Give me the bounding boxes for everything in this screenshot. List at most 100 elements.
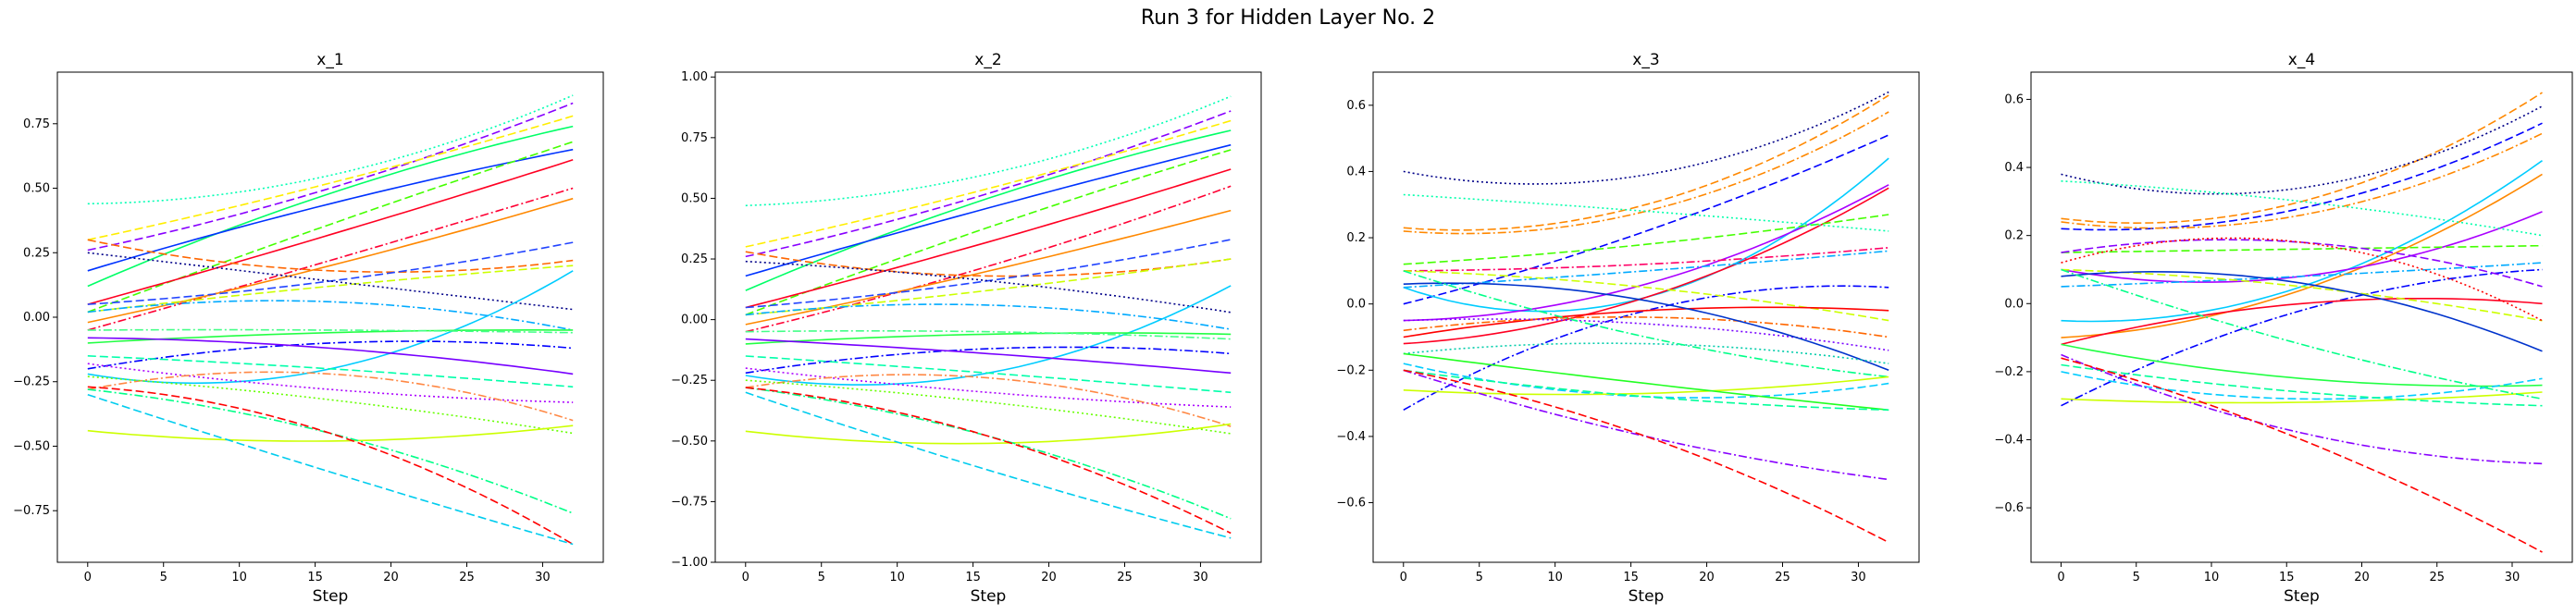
series-line [745, 149, 1232, 316]
series-line [87, 386, 574, 546]
y-tick-label: −0.6 [1336, 497, 1366, 510]
series-group [745, 95, 1232, 539]
subplot-3: x_3 0 5 10 15 20 25 30 −0.6 −0.4 −0.2 0.0 0.2 0.4 0.6 S… [1336, 51, 1920, 606]
x-tick-label: 30 [1851, 571, 1866, 584]
series-line [2061, 357, 2543, 553]
x-tick-label: 5 [1476, 571, 1483, 584]
series-line [2061, 391, 2543, 404]
subplot-1: x_1 0 5 10 15 20 25 30 −0.75 −0.50 −0.25 0.00 0.25 0.… [13, 51, 604, 606]
series-line [745, 346, 1232, 375]
x-tick-label: 5 [818, 571, 825, 584]
series-line [87, 102, 574, 252]
y-tick-label: 0.00 [681, 314, 708, 327]
x-tick-label: 15 [1623, 571, 1639, 584]
series-line [87, 393, 574, 546]
series-line [1403, 94, 1889, 231]
series-line [2061, 173, 2543, 338]
y-tick-label: −0.4 [1336, 430, 1366, 444]
y-tick-label: 0.75 [23, 117, 50, 131]
series-line [745, 95, 1232, 207]
series-line [87, 355, 574, 388]
y-tick-label: 0.50 [23, 182, 50, 196]
x-tick-label: 20 [383, 571, 399, 584]
y-tick-label: 0.0 [2004, 297, 2024, 311]
x-tick-label: 20 [1699, 571, 1715, 584]
x-axis-label: Step [1629, 587, 1665, 606]
series-line [745, 338, 1232, 375]
series-line [87, 337, 574, 375]
x-tick-label: 25 [459, 571, 475, 584]
series-group [1403, 91, 1889, 544]
y-tick-label: 1.00 [681, 70, 708, 84]
series-line [87, 328, 574, 344]
y-tick-label: 0.75 [681, 131, 708, 145]
axes-frame [1372, 71, 1920, 563]
x-tick-label: 10 [889, 571, 905, 584]
series-line [745, 119, 1232, 248]
series-group [87, 94, 574, 546]
series-line [1403, 111, 1889, 235]
x-tick-label: 0 [1400, 571, 1407, 584]
series-line [87, 115, 574, 241]
x-tick-label: 15 [307, 571, 323, 584]
x-tick-label: 25 [1775, 571, 1790, 584]
x-tick-label: 25 [2429, 571, 2445, 584]
series-line [2061, 353, 2543, 465]
series-line [87, 125, 574, 288]
y-tick-label: 0.25 [681, 252, 708, 266]
series-line [1403, 352, 1889, 412]
y-tick-label: −0.2 [1994, 365, 2024, 379]
series-line [87, 424, 574, 442]
series-line [87, 94, 574, 205]
series-line [1403, 306, 1889, 338]
y-tick-label: −0.75 [671, 495, 708, 509]
series-line [745, 387, 1232, 535]
y-tick-label: 0.2 [2004, 229, 2024, 243]
x-tick-label: 0 [742, 571, 749, 584]
series-line [87, 159, 574, 305]
series-line [2061, 268, 2543, 407]
x-tick-label: 20 [1041, 571, 1057, 584]
series-line [87, 371, 574, 422]
series-line [745, 251, 1232, 277]
series-line [1403, 369, 1889, 481]
series-line [745, 258, 1232, 316]
series-line [1403, 247, 1889, 272]
x-tick-label: 20 [2354, 571, 2370, 584]
y-tick-label: −0.2 [1336, 363, 1366, 377]
subplot-title: x_4 [2288, 51, 2315, 69]
y-tick-label: 0.00 [23, 311, 50, 325]
series-line [2061, 297, 2543, 346]
series-line [745, 129, 1232, 291]
y-tick-label: −0.25 [13, 375, 50, 389]
y-tick-label: 0.6 [1346, 99, 1366, 113]
series-line [745, 391, 1232, 539]
x-tick-label: 5 [2133, 571, 2140, 584]
series-line [1403, 282, 1889, 372]
series-line [1403, 369, 1889, 412]
series-line [745, 374, 1232, 427]
x-tick-label: 15 [965, 571, 981, 584]
series-line [2061, 262, 2543, 288]
y-tick-label: 0.4 [2004, 161, 2024, 175]
x-tick-label: 25 [1117, 571, 1133, 584]
series-line [87, 300, 574, 331]
axes-frame [714, 71, 1262, 563]
x-tick-label: 5 [160, 571, 167, 584]
series-line [87, 239, 574, 274]
series-line [87, 187, 574, 331]
y-tick-label: 0.4 [1346, 165, 1366, 178]
series-line [2061, 268, 2543, 322]
series-line [87, 328, 574, 334]
subplot-2: x_2 0 5 10 15 20 25 30 −1.00 −0.75 −0.50 −0.25 0.00 0… [671, 51, 1262, 606]
x-axis-label: Step [2284, 587, 2320, 606]
series-line [2061, 371, 2543, 400]
series-line [2061, 270, 2543, 352]
y-tick-label: −0.6 [1994, 501, 2024, 515]
series-line [2061, 180, 2543, 237]
series-line [2061, 132, 2543, 229]
series-line [1403, 134, 1889, 305]
x-tick-label: 30 [535, 571, 551, 584]
